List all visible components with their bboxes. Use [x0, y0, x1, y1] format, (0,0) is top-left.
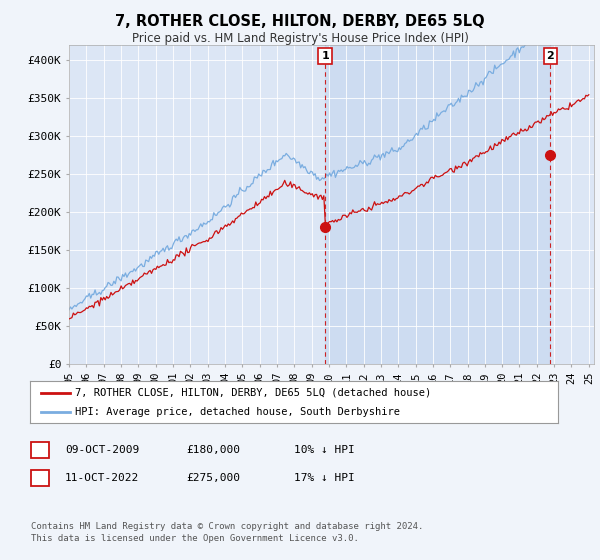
Text: £180,000: £180,000: [186, 445, 240, 455]
Text: Contains HM Land Registry data © Crown copyright and database right 2024.
This d: Contains HM Land Registry data © Crown c…: [31, 522, 424, 543]
Text: 2: 2: [37, 473, 44, 483]
Text: 17% ↓ HPI: 17% ↓ HPI: [294, 473, 355, 483]
Text: 09-OCT-2009: 09-OCT-2009: [65, 445, 139, 455]
Text: HPI: Average price, detached house, South Derbyshire: HPI: Average price, detached house, Sout…: [75, 407, 400, 417]
Text: £275,000: £275,000: [186, 473, 240, 483]
Bar: [325, 45, 550, 364]
Text: 7, ROTHER CLOSE, HILTON, DERBY, DE65 5LQ: 7, ROTHER CLOSE, HILTON, DERBY, DE65 5LQ: [115, 14, 485, 29]
Text: Price paid vs. HM Land Registry's House Price Index (HPI): Price paid vs. HM Land Registry's House …: [131, 32, 469, 45]
Text: 7, ROTHER CLOSE, HILTON, DERBY, DE65 5LQ (detached house): 7, ROTHER CLOSE, HILTON, DERBY, DE65 5LQ…: [75, 388, 431, 398]
Text: 10% ↓ HPI: 10% ↓ HPI: [294, 445, 355, 455]
Text: 1: 1: [37, 445, 44, 455]
Text: 2: 2: [547, 51, 554, 61]
Text: 1: 1: [321, 51, 329, 61]
Text: 11-OCT-2022: 11-OCT-2022: [65, 473, 139, 483]
